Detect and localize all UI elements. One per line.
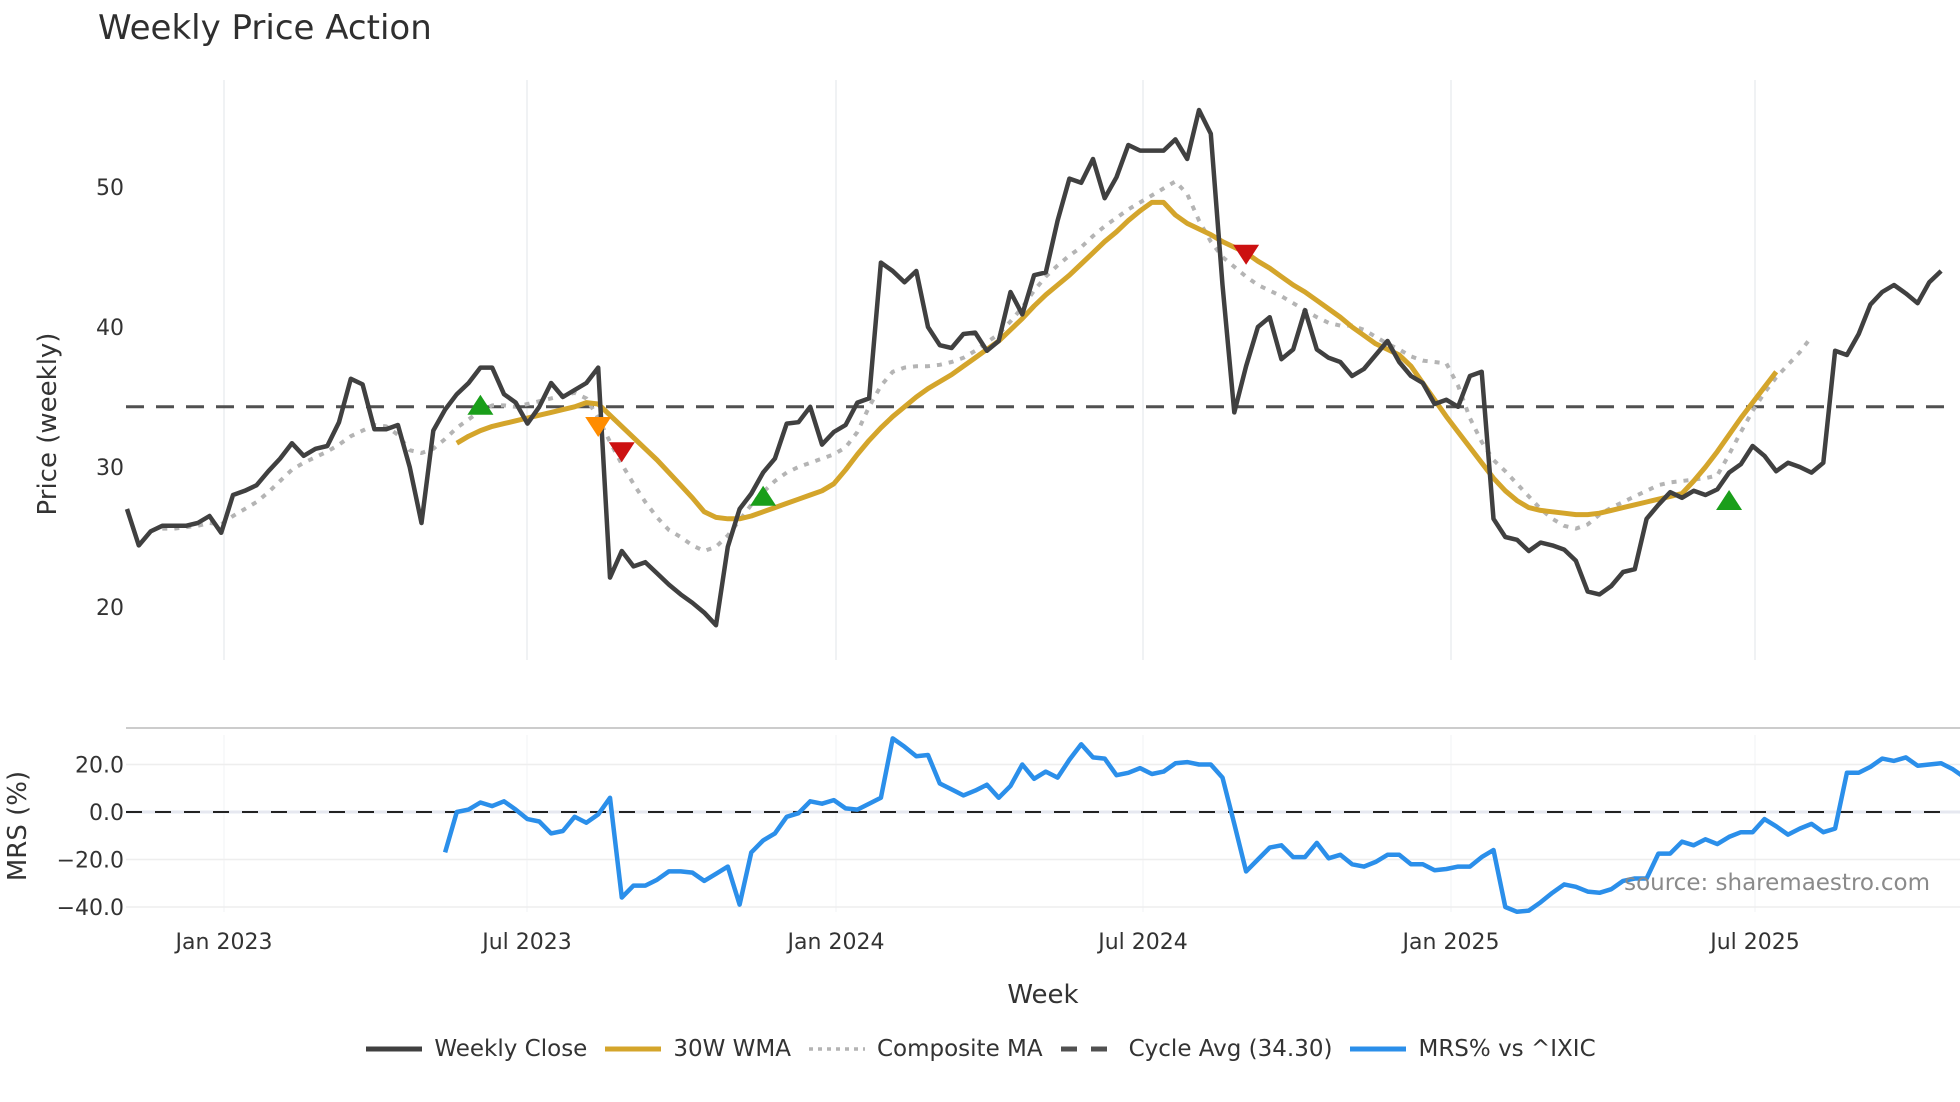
- price-y-tick: 40: [96, 316, 124, 341]
- mrs-y-axis-ticks: 20.0 0.0 −20.0 −40.0: [57, 754, 124, 922]
- signal-markers: [467, 244, 1743, 510]
- buy-signal-marker: [1716, 490, 1743, 510]
- mrs-y-tick: 0.0: [89, 801, 124, 826]
- legend-item[interactable]: MRS% vs ^IXIC: [1348, 1036, 1596, 1062]
- price-y-axis-ticks: 50 40 30 20: [96, 176, 124, 621]
- legend-item[interactable]: Cycle Avg (34.30): [1059, 1036, 1333, 1062]
- dashed-line-swatch-icon: [1060, 1046, 1117, 1052]
- price-y-axis-title: Price (weekly): [33, 333, 63, 516]
- legend-label: Composite MA: [876, 1036, 1043, 1062]
- x-axis-ticks: Jan 2023 Jul 2023 Jan 2024 Jul 2024 Jan 2025…: [174, 930, 1800, 955]
- legend-label: 30W WMA: [673, 1036, 791, 1062]
- weekly-close-line: [124, 107, 1943, 628]
- x-tick: Jan 2025: [1401, 930, 1500, 955]
- mrs-plot: [126, 736, 1960, 915]
- x-tick: Jan 2023: [174, 930, 273, 955]
- legend-item[interactable]: Weekly Close: [364, 1036, 587, 1062]
- solid-line-swatch-icon: [605, 1046, 662, 1052]
- buy-signal-marker: [467, 394, 494, 415]
- legend: Weekly Close 30W WMA Composite MA Cycle Avg…: [0, 1036, 1960, 1062]
- legend-item[interactable]: 30W WMA: [603, 1036, 791, 1062]
- x-tick: Jul 2023: [480, 930, 572, 955]
- x-axis-title: Week: [1007, 980, 1078, 1010]
- legend-label: MRS% vs ^IXIC: [1418, 1036, 1596, 1062]
- price-gridlines: [223, 80, 1756, 660]
- x-tick: Jul 2025: [1708, 930, 1800, 955]
- solid-line-swatch-icon: [366, 1046, 423, 1052]
- price-y-tick: 50: [96, 176, 124, 201]
- mrs-y-axis-title: MRS (%): [3, 771, 33, 881]
- sell-signal-marker: [1233, 244, 1260, 265]
- solid-line-swatch-icon: [1350, 1046, 1407, 1052]
- legend-label: Cycle Avg (34.30): [1128, 1036, 1333, 1062]
- mrs-y-tick: 20.0: [75, 754, 124, 779]
- composite-ma-line: [162, 179, 1814, 553]
- x-tick: Jul 2024: [1096, 930, 1188, 955]
- legend-label: Weekly Close: [434, 1036, 588, 1062]
- mrs-y-tick: −20.0: [57, 849, 124, 874]
- price-y-tick: 30: [96, 456, 124, 481]
- mrs-y-tick: −40.0: [57, 896, 124, 921]
- chart-title: Weekly Price Action: [98, 8, 432, 48]
- 30w-wma-line: [455, 199, 1779, 522]
- dotted-line-swatch-icon: [808, 1047, 865, 1051]
- x-tick: Jan 2024: [786, 930, 885, 955]
- buy-signal-marker: [750, 485, 777, 506]
- price-y-tick: 20: [96, 596, 124, 621]
- warning-signal-marker: [585, 417, 612, 437]
- source-annotation: source: sharemaestro.com: [1624, 870, 1930, 896]
- mrs-line: [442, 736, 1960, 915]
- sell-signal-marker: [608, 442, 635, 463]
- legend-item[interactable]: Composite MA: [807, 1036, 1043, 1062]
- price-plot: [124, 107, 1945, 628]
